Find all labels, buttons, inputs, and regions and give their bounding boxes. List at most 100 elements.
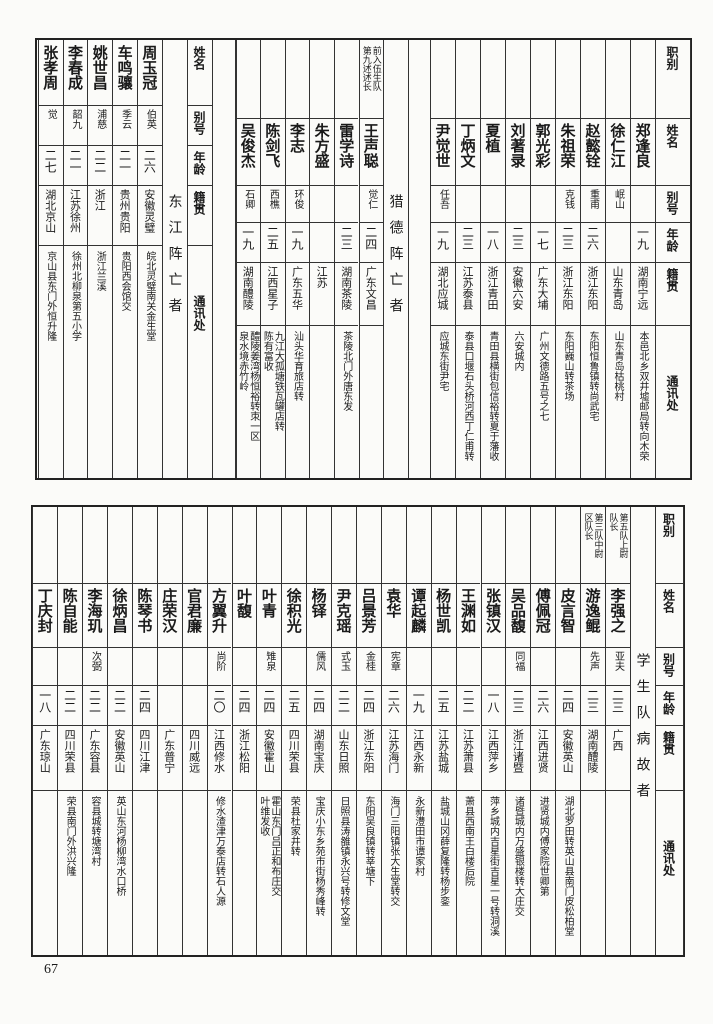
- column-divider: [112, 40, 114, 478]
- row-divider: [309, 222, 334, 223]
- record-title: [505, 507, 530, 583]
- record-name: 傅佩冠: [533, 588, 552, 633]
- row-divider: [306, 685, 332, 686]
- row-divider: [231, 725, 257, 726]
- column-divider: [187, 40, 188, 478]
- row-divider: [37, 185, 63, 186]
- row-divider: [455, 583, 481, 584]
- column-divider: [356, 507, 357, 955]
- column-divider: [555, 40, 556, 478]
- row-divider: [655, 725, 683, 726]
- column-divider: [683, 507, 684, 955]
- row-divider: [256, 647, 282, 648]
- record-name: 姚世昌: [90, 45, 109, 90]
- row-divider: [112, 105, 137, 106]
- row-divider: [455, 685, 481, 686]
- header-origin: 籍贯: [661, 731, 676, 755]
- header-alias: 别号: [192, 111, 206, 135]
- row-divider: [655, 647, 683, 648]
- record-address: 荣县杜家井转: [288, 796, 300, 856]
- record-name: 谭起麟: [409, 588, 428, 633]
- row-divider: [655, 185, 690, 186]
- row-divider: [505, 685, 531, 686]
- row-divider: [131, 685, 157, 686]
- row-divider: [580, 185, 605, 186]
- record-name: 徐炳昌: [110, 588, 129, 633]
- row-divider: [57, 685, 83, 686]
- record-origin: 浙江东阳: [561, 266, 574, 310]
- record-alias: [406, 647, 431, 685]
- record-address: 宝庆小东乡苑市街杨秀峰转: [313, 796, 325, 916]
- record-origin: 湖南醴陵: [241, 266, 255, 310]
- header-age: 年龄: [661, 691, 676, 715]
- column-divider: [455, 507, 457, 955]
- record-address: 湖北罗田转英山县南门皮松柏堂: [562, 796, 574, 936]
- record-origin: 浙江东阳: [586, 266, 599, 310]
- row-divider: [530, 118, 555, 119]
- record-alias: [480, 185, 505, 222]
- row-divider: [187, 145, 212, 146]
- row-divider: [260, 185, 285, 186]
- record-name: 赵懿铨: [583, 123, 602, 168]
- section-label: 东江阵亡者: [166, 194, 183, 324]
- column-divider: [235, 40, 236, 478]
- record-alias: 儒风: [313, 651, 325, 671]
- record-origin: 四川江津: [137, 729, 151, 773]
- record-alias: 亚夫: [612, 651, 624, 671]
- record-name: 李春成: [66, 45, 84, 90]
- row-divider: [309, 185, 334, 186]
- row-divider: [555, 222, 580, 223]
- row-divider: [605, 790, 630, 791]
- row-divider: [107, 685, 132, 686]
- record-age: 二四: [363, 226, 378, 250]
- record-alias: 伯英: [144, 109, 156, 129]
- record-alias: [530, 185, 555, 222]
- row-divider: [605, 685, 630, 686]
- row-divider: [181, 685, 207, 686]
- column-divider: [181, 507, 183, 955]
- row-divider: [480, 185, 505, 186]
- header-origin: 籍贯: [665, 268, 679, 292]
- row-divider: [430, 725, 456, 726]
- row-divider: [358, 118, 384, 119]
- header-address: 通讯处: [192, 295, 206, 331]
- row-divider: [57, 725, 83, 726]
- record-title: [182, 507, 207, 583]
- record-name: 吴俊杰: [238, 123, 257, 168]
- record-origin: 安徽六安: [511, 266, 524, 310]
- row-divider: [309, 262, 334, 263]
- row-divider: [530, 725, 556, 726]
- record-title: [456, 507, 481, 583]
- record-origin: 湖南醴陵: [586, 729, 600, 773]
- row-divider: [256, 725, 282, 726]
- record-name: 杨世凯: [434, 588, 453, 633]
- row-divider: [356, 583, 381, 584]
- page-number: 67: [44, 962, 58, 977]
- record-origin: 四川荣县: [287, 729, 301, 773]
- record-title: [285, 40, 310, 118]
- record-title: [630, 40, 655, 118]
- row-divider: [306, 583, 332, 584]
- record-age: 二四: [560, 689, 575, 713]
- record-title: [57, 507, 82, 583]
- record-alias: 西樵: [267, 189, 279, 209]
- row-divider: [580, 647, 605, 648]
- record-address: 盐城山冈薛复隆转杨步銮: [437, 796, 449, 906]
- record-name: 尹克瑶: [334, 588, 353, 633]
- record-name: 方翼升: [210, 588, 229, 633]
- column-divider: [505, 507, 507, 955]
- record-age: [605, 222, 630, 262]
- row-divider: [32, 583, 58, 584]
- row-divider: [555, 647, 581, 648]
- row-divider: [156, 790, 182, 791]
- record-origin: 浙江: [93, 189, 107, 211]
- record-name: 郑逢良: [633, 123, 652, 168]
- record-address: 诸暨城内万盛银楼转大庄交: [512, 796, 524, 916]
- record-alias: [630, 185, 655, 222]
- record-title: [481, 507, 506, 583]
- row-divider: [530, 583, 556, 584]
- record-age: 二二: [461, 689, 476, 713]
- row-divider: [430, 118, 455, 119]
- record-name: 陈琴书: [135, 588, 154, 633]
- record-title: [356, 507, 381, 583]
